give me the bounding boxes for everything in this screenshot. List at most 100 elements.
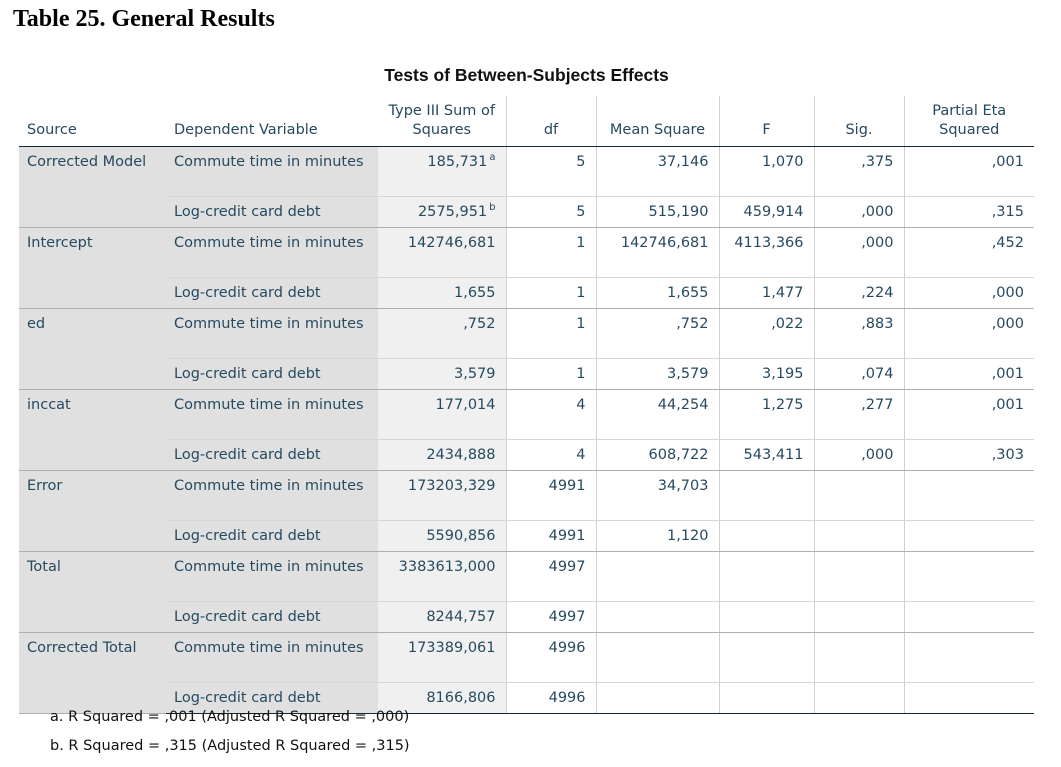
df-value: 4997 <box>548 609 586 625</box>
sig-value: ,000 <box>861 204 894 220</box>
source-cell: ed <box>19 308 166 390</box>
df-cell: 5 <box>505 196 596 228</box>
f-cell: 1,477 <box>718 277 814 309</box>
partial-eta-cell <box>903 520 1034 552</box>
table-row: Intercept Commute time in minutes 142746,6… <box>19 227 1034 309</box>
f-cell <box>718 601 814 633</box>
mean-square-cell: 44,254 <box>595 389 719 440</box>
mean-square-value: 1,120 <box>666 528 709 544</box>
col-header-f: F <box>718 96 814 147</box>
dependent-variable-cell: Log-credit card debt <box>166 601 378 633</box>
partial-eta-cell: ,001 <box>903 146 1034 197</box>
df-cell: 4991 <box>505 520 596 552</box>
type3-ss-value: ,752 <box>463 316 496 332</box>
type3-ss-cell: 177,014 <box>378 389 506 440</box>
partial-eta-cell <box>903 551 1034 602</box>
df-value: 4997 <box>548 559 586 575</box>
dependent-variable-cell: Commute time in minutes <box>166 389 378 440</box>
df-value: 4991 <box>548 478 586 494</box>
mean-square-cell: 37,146 <box>595 146 719 197</box>
partial-eta-cell: ,315 <box>903 196 1034 228</box>
mean-square-value: 44,254 <box>657 397 709 413</box>
partial-eta-cell <box>903 601 1034 633</box>
type3-ss-value: 142746,681 <box>407 235 496 251</box>
f-cell: ,022 <box>718 308 814 359</box>
mean-square-cell: 608,722 <box>595 439 719 471</box>
table-row: Corrected Model Commute time in minutes 18… <box>19 146 1034 228</box>
df-value: 1 <box>576 366 586 382</box>
partial-eta-cell: ,000 <box>903 308 1034 359</box>
type3-ss-cell: 142746,681 <box>378 227 506 278</box>
dependent-variable-cell: Log-credit card debt <box>166 439 378 471</box>
sig-value: ,074 <box>861 366 894 382</box>
mean-square-cell: 3,579 <box>595 358 719 390</box>
f-value: 4113,366 <box>734 235 804 251</box>
col-header-type3-ss: Type III Sum of Squares <box>378 96 506 147</box>
mean-square-cell: 34,703 <box>595 470 719 521</box>
type3-ss-value: 8244,757 <box>426 609 496 625</box>
f-value: 543,411 <box>743 447 804 463</box>
col-header-sig: Sig. <box>813 96 904 147</box>
mean-square-value: 3,579 <box>666 366 709 382</box>
sig-value: ,000 <box>861 235 894 251</box>
df-cell: 1 <box>505 358 596 390</box>
sig-cell: ,000 <box>813 196 904 228</box>
type3-ss-value: 3383613,000 <box>398 559 496 575</box>
mean-square-value: 142746,681 <box>620 235 709 251</box>
col-header-source: Source <box>19 96 166 147</box>
df-value: 4 <box>576 397 586 413</box>
type3-ss-cell: 2434,888 <box>378 439 506 471</box>
f-cell: 1,070 <box>718 146 814 197</box>
f-cell: 4113,366 <box>718 227 814 278</box>
df-cell: 1 <box>505 227 596 278</box>
f-value: 459,914 <box>743 204 804 220</box>
type3-ss-value: 8166,806 <box>426 690 496 706</box>
mean-square-value: 515,190 <box>648 204 709 220</box>
df-cell: 5 <box>505 146 596 197</box>
partial-eta-value: ,001 <box>991 397 1024 413</box>
df-cell: 4 <box>505 439 596 471</box>
dependent-variable-cell: Commute time in minutes <box>166 632 378 683</box>
f-cell <box>718 520 814 552</box>
footnote-marker: a <box>489 152 496 163</box>
type3-ss-value: 185,731 <box>427 154 488 170</box>
table-row: Log-credit card debt 2575,951 b 5 515,190 459… <box>19 196 1034 228</box>
mean-square-cell <box>595 551 719 602</box>
mean-square-value: 1,655 <box>666 285 709 301</box>
source-cell: Total <box>19 551 166 633</box>
f-cell: 459,914 <box>718 196 814 228</box>
table-title: Tests of Between-Subjects Effects <box>384 65 669 85</box>
partial-eta-value: ,001 <box>991 154 1024 170</box>
type3-ss-value: 3,579 <box>453 366 496 382</box>
table-row: Total Commute time in minutes 3383613,000 4… <box>19 551 1034 633</box>
dependent-variable-cell: Log-credit card debt <box>166 682 378 714</box>
table-row: ed Commute time in minutes ,752 1 ,752 ,022 ,8… <box>19 308 1034 390</box>
sig-cell <box>813 682 904 714</box>
partial-eta-value: ,001 <box>991 366 1024 382</box>
source-cell: Error <box>19 470 166 552</box>
partial-eta-cell: ,303 <box>903 439 1034 471</box>
table-row: Log-credit card debt 2434,888 4 608,722 543,… <box>19 439 1034 471</box>
footnote-b: b. R Squared = ,315 (Adjusted R Squared … <box>50 738 410 754</box>
df-value: 5 <box>576 154 586 170</box>
f-cell <box>718 551 814 602</box>
mean-square-cell: 142746,681 <box>595 227 719 278</box>
df-value: 4996 <box>548 640 586 656</box>
mean-square-cell: 515,190 <box>595 196 719 228</box>
type3-ss-value: 2575,951 <box>417 204 488 220</box>
df-cell: 1 <box>505 308 596 359</box>
f-cell <box>718 632 814 683</box>
mean-square-cell: 1,120 <box>595 520 719 552</box>
table-row: Log-credit card debt 3,579 1 3,579 3,195 ,074… <box>19 358 1034 390</box>
mean-square-cell: ,752 <box>595 308 719 359</box>
type3-ss-value: 1,655 <box>453 285 496 301</box>
source-cell: inccat <box>19 389 166 471</box>
sig-cell <box>813 551 904 602</box>
mean-square-cell <box>595 601 719 633</box>
dependent-variable-cell: Commute time in minutes <box>166 227 378 278</box>
df-value: 5 <box>576 204 586 220</box>
sig-cell: ,883 <box>813 308 904 359</box>
sig-value: ,000 <box>861 447 894 463</box>
df-cell: 4996 <box>505 682 596 714</box>
mean-square-value: 608,722 <box>648 447 709 463</box>
